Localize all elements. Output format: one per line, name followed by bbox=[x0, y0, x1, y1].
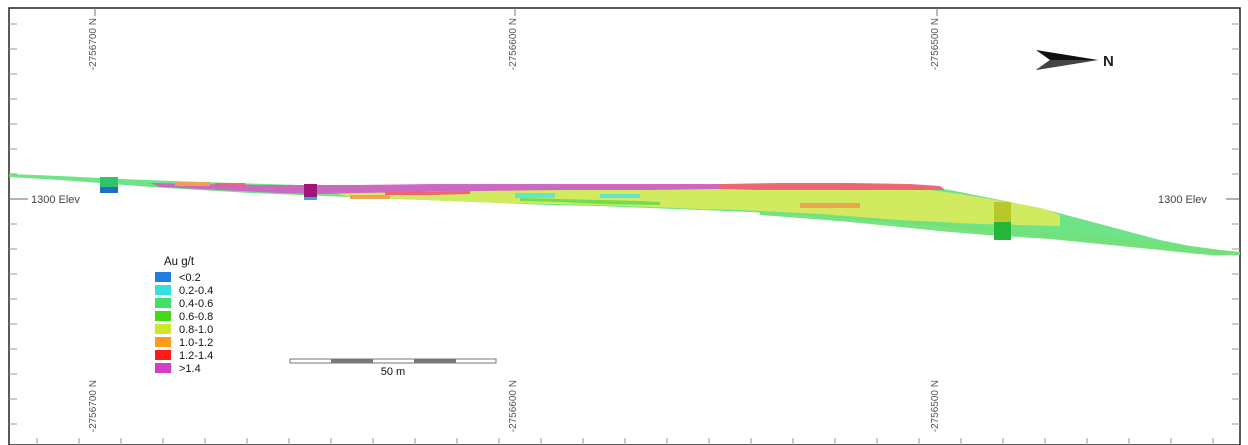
block-zone-1.2-1.4-mid bbox=[385, 191, 470, 195]
legend-item-label: 0.6-0.8 bbox=[179, 311, 213, 323]
block-zone-gt-1.4-top bbox=[150, 183, 720, 194]
drillhole-1 bbox=[100, 177, 118, 193]
top-northing-label-2: -2756600 N bbox=[508, 18, 519, 70]
drillhole-2 bbox=[304, 184, 317, 200]
north-arrow-label: N bbox=[1103, 53, 1114, 70]
top-northing-label-1: -2756700 N bbox=[88, 18, 99, 70]
legend-swatch bbox=[155, 285, 171, 295]
legend-item-label: 0.4-0.6 bbox=[179, 298, 213, 310]
block-zone-0.6-0.8-lower bbox=[520, 198, 660, 205]
legend-swatch bbox=[155, 298, 171, 308]
elevation-label-right: 1300 Elev bbox=[1158, 194, 1207, 206]
block-zone-1.0-1.2-b bbox=[800, 203, 860, 208]
north-arrow-icon: N bbox=[1036, 50, 1114, 70]
block-zone-1.0-1.2-a bbox=[175, 182, 210, 186]
block-zone-1.2-1.4-left bbox=[215, 183, 245, 186]
bottom-northing-label-1: -2756700 N bbox=[88, 380, 99, 432]
block-zone-0.2-0.4-a bbox=[515, 193, 555, 198]
top-northing-label-3: -2756500 N bbox=[930, 18, 941, 70]
legend-item-label: 0.2-0.4 bbox=[179, 285, 213, 297]
legend-item-label: 1.2-1.4 bbox=[179, 350, 213, 362]
drillhole-3 bbox=[994, 202, 1011, 240]
bottom-northing-label-2: -2756600 N bbox=[508, 380, 519, 432]
legend-swatch bbox=[155, 311, 171, 321]
legend-item-label: 1.0-1.2 bbox=[179, 337, 213, 349]
legend-swatch bbox=[155, 363, 171, 373]
grade-legend: Au g/t <0.20.2-0.40.4-0.60.6-0.80.8-1.01… bbox=[155, 256, 213, 375]
elevation-label-left: 1300 Elev bbox=[31, 194, 80, 206]
scale-bar-label: 50 m bbox=[381, 366, 405, 378]
legend-swatch bbox=[155, 324, 171, 334]
scale-bar: 50 m bbox=[289, 358, 497, 378]
legend-swatch bbox=[155, 272, 171, 282]
block-zone-0.8-1.0 bbox=[330, 189, 1060, 226]
legend-swatch bbox=[155, 337, 171, 347]
legend-item-label: >1.4 bbox=[179, 363, 201, 375]
legend-item-label: 0.8-1.0 bbox=[179, 324, 213, 336]
block-zone-1.2-1.4-right bbox=[720, 183, 945, 190]
bottom-northing-label-3: -2756500 N bbox=[930, 380, 941, 432]
frame-ticks bbox=[9, 23, 1240, 445]
legend-item-label: <0.2 bbox=[179, 272, 201, 284]
block-zone-0.2-0.4-b bbox=[600, 194, 640, 198]
legend-title: Au g/t bbox=[164, 256, 195, 268]
block-zone-1.0-1.2-c bbox=[350, 195, 390, 199]
legend-swatch bbox=[155, 350, 171, 360]
